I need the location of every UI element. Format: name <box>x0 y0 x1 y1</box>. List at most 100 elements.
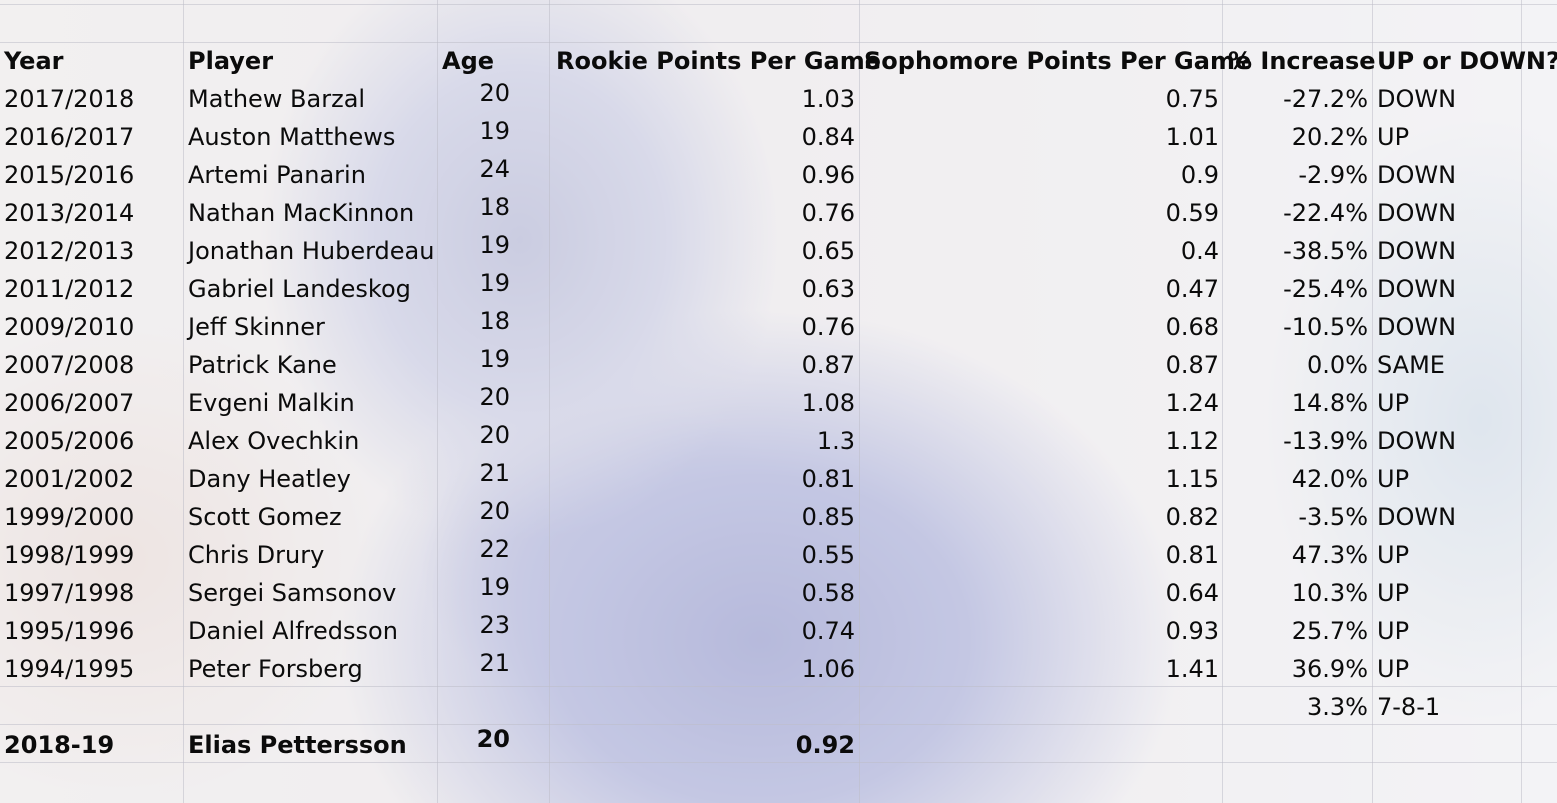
up-or-down-cell[interactable]: UP <box>1377 389 1410 417</box>
pct-increase-cell[interactable]: 0.0% <box>1307 351 1368 379</box>
header-pct-increase[interactable]: % Increase <box>1228 47 1376 75</box>
pct-increase-cell[interactable]: 36.9% <box>1291 655 1368 683</box>
rookie-ppg-cell[interactable]: 0.84 <box>801 123 855 151</box>
player-cell[interactable]: Jonathan Huberdeau <box>188 237 435 265</box>
year-cell[interactable]: 2005/2006 <box>4 427 135 455</box>
year-cell[interactable]: 2017/2018 <box>4 85 135 113</box>
up-or-down-cell[interactable]: DOWN <box>1377 237 1457 265</box>
age-cell[interactable]: 19 <box>479 231 510 259</box>
pct-increase-cell[interactable]: -38.5% <box>1283 237 1368 265</box>
up-or-down-cell[interactable]: DOWN <box>1377 503 1457 531</box>
pct-increase-cell[interactable]: -2.9% <box>1298 161 1368 189</box>
sophomore-ppg-cell[interactable]: 0.59 <box>1165 199 1219 227</box>
projection-age-cell[interactable]: 20 <box>476 725 510 753</box>
year-cell[interactable]: 2001/2002 <box>4 465 135 493</box>
year-cell[interactable]: 2013/2014 <box>4 199 135 227</box>
player-cell[interactable]: Chris Drury <box>188 541 325 569</box>
sophomore-ppg-cell[interactable]: 0.64 <box>1165 579 1219 607</box>
player-cell[interactable]: Alex Ovechkin <box>188 427 360 455</box>
header-player[interactable]: Player <box>188 47 274 75</box>
age-cell[interactable]: 19 <box>479 117 510 145</box>
age-cell[interactable]: 23 <box>479 611 510 639</box>
sophomore-ppg-cell[interactable]: 1.24 <box>1165 389 1219 417</box>
rookie-ppg-cell[interactable]: 0.85 <box>801 503 855 531</box>
player-cell[interactable]: Sergei Samsonov <box>188 579 397 607</box>
rookie-ppg-cell[interactable]: 1.03 <box>801 85 855 113</box>
up-or-down-cell[interactable]: UP <box>1377 579 1410 607</box>
sophomore-ppg-cell[interactable]: 0.81 <box>1165 541 1219 569</box>
rookie-ppg-cell[interactable]: 0.87 <box>801 351 855 379</box>
age-cell[interactable]: 19 <box>479 269 510 297</box>
pct-increase-cell[interactable]: -27.2% <box>1283 85 1368 113</box>
player-cell[interactable]: Jeff Skinner <box>188 313 325 341</box>
up-or-down-cell[interactable]: DOWN <box>1377 427 1457 455</box>
age-cell[interactable]: 24 <box>479 155 510 183</box>
up-or-down-cell[interactable]: DOWN <box>1377 199 1457 227</box>
age-cell[interactable]: 21 <box>479 649 510 677</box>
year-cell[interactable]: 2011/2012 <box>4 275 135 303</box>
pct-increase-cell[interactable]: -13.9% <box>1283 427 1368 455</box>
player-cell[interactable]: Mathew Barzal <box>188 85 366 113</box>
header-up-or-down[interactable]: UP or DOWN? <box>1377 47 1557 75</box>
age-cell[interactable]: 21 <box>479 459 510 487</box>
year-cell[interactable]: 2012/2013 <box>4 237 135 265</box>
pct-increase-cell[interactable]: 10.3% <box>1291 579 1368 607</box>
rookie-ppg-cell[interactable]: 0.65 <box>801 237 855 265</box>
year-cell[interactable]: 2009/2010 <box>4 313 135 341</box>
age-cell[interactable]: 22 <box>479 535 510 563</box>
year-cell[interactable]: 1997/1998 <box>4 579 135 607</box>
sophomore-ppg-cell[interactable]: 1.01 <box>1165 123 1219 151</box>
sophomore-ppg-cell[interactable]: 1.12 <box>1165 427 1219 455</box>
player-cell[interactable]: Peter Forsberg <box>188 655 363 683</box>
sophomore-ppg-cell[interactable]: 0.68 <box>1165 313 1219 341</box>
sophomore-ppg-cell[interactable]: 0.47 <box>1165 275 1219 303</box>
pct-increase-cell[interactable]: 47.3% <box>1291 541 1368 569</box>
rookie-ppg-cell[interactable]: 0.76 <box>801 313 855 341</box>
sophomore-ppg-cell[interactable]: 1.15 <box>1165 465 1219 493</box>
player-cell[interactable]: Patrick Kane <box>188 351 337 379</box>
up-or-down-cell[interactable]: SAME <box>1377 351 1445 379</box>
projection-year-cell[interactable]: 2018-19 <box>4 731 115 759</box>
age-cell[interactable]: 18 <box>479 193 510 221</box>
age-cell[interactable]: 20 <box>479 383 510 411</box>
sophomore-ppg-cell[interactable]: 0.75 <box>1165 85 1219 113</box>
age-cell[interactable]: 19 <box>479 573 510 601</box>
rookie-ppg-cell[interactable]: 0.96 <box>801 161 855 189</box>
pct-increase-cell[interactable]: -25.4% <box>1283 275 1368 303</box>
rookie-ppg-cell[interactable]: 1.08 <box>801 389 855 417</box>
summary-record-cell[interactable]: 7-8-1 <box>1377 693 1441 721</box>
year-cell[interactable]: 1998/1999 <box>4 541 135 569</box>
header-sophomore-ppg[interactable]: Sophomore Points Per Game <box>864 47 1252 75</box>
up-or-down-cell[interactable]: DOWN <box>1377 313 1457 341</box>
rookie-ppg-cell[interactable]: 1.3 <box>816 427 855 455</box>
pct-increase-cell[interactable]: -22.4% <box>1283 199 1368 227</box>
projection-player-cell[interactable]: Elias Pettersson <box>188 731 407 759</box>
player-cell[interactable]: Nathan MacKinnon <box>188 199 415 227</box>
player-cell[interactable]: Artemi Panarin <box>188 161 366 189</box>
sophomore-ppg-cell[interactable]: 0.93 <box>1165 617 1219 645</box>
age-cell[interactable]: 20 <box>479 79 510 107</box>
rookie-ppg-cell[interactable]: 0.58 <box>801 579 855 607</box>
projection-rookie-ppg-cell[interactable]: 0.92 <box>795 731 855 759</box>
rookie-ppg-cell[interactable]: 0.63 <box>801 275 855 303</box>
up-or-down-cell[interactable]: DOWN <box>1377 275 1457 303</box>
sophomore-ppg-cell[interactable]: 0.4 <box>1180 237 1219 265</box>
player-cell[interactable]: Dany Heatley <box>188 465 351 493</box>
up-or-down-cell[interactable]: UP <box>1377 123 1410 151</box>
player-cell[interactable]: Daniel Alfredsson <box>188 617 398 645</box>
header-age[interactable]: Age <box>442 47 495 75</box>
pct-increase-cell[interactable]: 20.2% <box>1291 123 1368 151</box>
header-year[interactable]: Year <box>4 47 64 75</box>
rookie-ppg-cell[interactable]: 0.55 <box>801 541 855 569</box>
up-or-down-cell[interactable]: UP <box>1377 655 1410 683</box>
sophomore-ppg-cell[interactable]: 0.82 <box>1165 503 1219 531</box>
year-cell[interactable]: 2006/2007 <box>4 389 135 417</box>
player-cell[interactable]: Scott Gomez <box>188 503 342 531</box>
year-cell[interactable]: 1994/1995 <box>4 655 135 683</box>
up-or-down-cell[interactable]: UP <box>1377 541 1410 569</box>
up-or-down-cell[interactable]: UP <box>1377 617 1410 645</box>
up-or-down-cell[interactable]: DOWN <box>1377 85 1457 113</box>
header-rookie-ppg[interactable]: Rookie Points Per Game <box>556 47 882 75</box>
age-cell[interactable]: 20 <box>479 497 510 525</box>
player-cell[interactable]: Evgeni Malkin <box>188 389 355 417</box>
